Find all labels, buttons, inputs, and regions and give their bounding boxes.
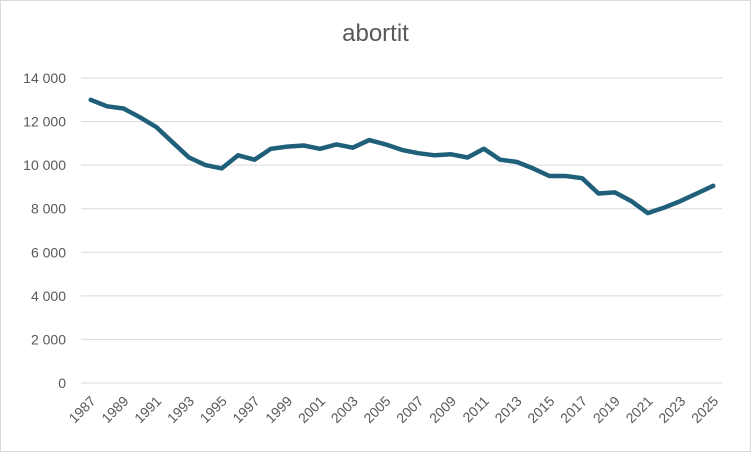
- x-tick-label: 1999: [262, 393, 295, 426]
- x-tick-label: 2005: [360, 393, 393, 426]
- series-layer: [88, 97, 716, 216]
- x-tick-label: 1993: [164, 393, 197, 426]
- x-axis-ticks: 1987 1989 1991 1993 1995 1997 1999 2001 2003 2005…: [65, 393, 721, 426]
- x-tick-label: 1995: [197, 393, 230, 426]
- gridlines: [81, 77, 722, 384]
- x-tick-label: 2015: [524, 393, 557, 426]
- x-tick-label: 1991: [131, 393, 164, 426]
- x-tick-label: 2019: [590, 393, 623, 426]
- chart-title: abortit: [342, 20, 409, 47]
- x-tick-label: 2017: [557, 393, 590, 426]
- y-tick-label: 2 000: [31, 331, 66, 347]
- x-tick-label: 2013: [491, 393, 524, 426]
- x-tick-label: 2007: [393, 393, 426, 426]
- y-axis-ticks: 0 2 000 4 000 6 000 8 000 10 000 12 000 14 000: [23, 70, 66, 391]
- x-tick-label: 2011: [459, 393, 492, 426]
- x-tick-label: 1987: [65, 393, 98, 426]
- y-tick-label: 14 000: [23, 70, 66, 86]
- x-tick-label: 1989: [98, 393, 131, 426]
- y-tick-label: 12 000: [23, 114, 66, 130]
- x-tick-label: 2003: [328, 393, 361, 426]
- y-tick-label: 0: [58, 375, 66, 391]
- x-tick-label: 1997: [229, 393, 262, 426]
- x-tick-label: 2021: [622, 393, 655, 426]
- x-tick-label: 2009: [426, 393, 459, 426]
- y-tick-label: 8 000: [31, 201, 66, 217]
- x-tick-label: 2025: [688, 393, 721, 426]
- series-line: [88, 97, 716, 216]
- x-tick-label: 2023: [655, 393, 688, 426]
- x-tick-label: 2001: [295, 393, 328, 426]
- y-tick-label: 6 000: [31, 244, 66, 260]
- y-tick-label: 10 000: [23, 157, 66, 173]
- y-tick-label: 4 000: [31, 288, 66, 304]
